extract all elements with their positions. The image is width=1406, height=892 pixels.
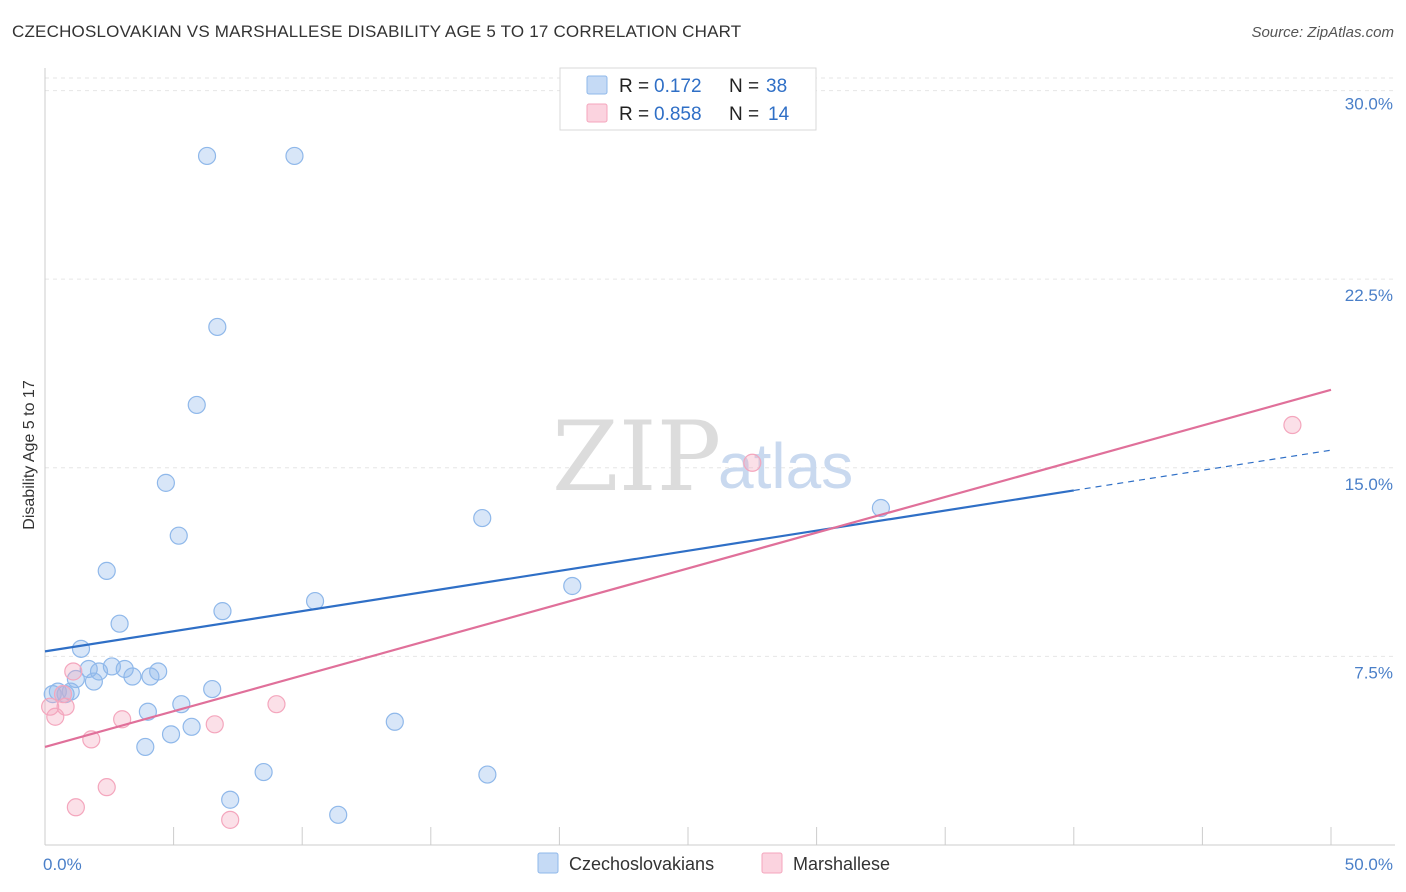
y-tick-label-2: 22.5% <box>1345 286 1393 305</box>
y-tick-label-1: 15.0% <box>1345 475 1393 494</box>
marshallese-point-10 <box>221 810 240 829</box>
bottom-legend-label-czechoslovakians: Czechoslovakians <box>569 854 714 874</box>
czechoslovakians-point-31 <box>305 591 325 611</box>
marshallese-trend-line <box>44 388 1332 748</box>
czechoslovakians-trend-line <box>44 489 1074 653</box>
bottom-legend: Czechoslovakians Marshallese <box>537 852 890 874</box>
czechoslovakians-point-35 <box>478 765 497 784</box>
legend-swatch-czechoslovakians <box>586 75 608 95</box>
czechoslovakians-point-37 <box>871 498 891 518</box>
czechoslovakians-point-25 <box>203 679 222 699</box>
marshallese-point-0 <box>41 697 60 716</box>
czechoslovakians-point-9 <box>97 561 116 580</box>
czechoslovakians-point-33 <box>385 712 404 731</box>
czechoslovakians-point-29 <box>254 762 273 782</box>
marshallese-point-3 <box>56 697 75 716</box>
czechoslovakians-point-12 <box>115 659 134 679</box>
czechoslovakians-point-26 <box>208 317 227 337</box>
czechoslovakians-point-32 <box>329 805 348 824</box>
czechoslovakians-point-19 <box>161 725 181 744</box>
marshallese-point-11 <box>267 695 286 714</box>
marshallese-point-5 <box>66 798 85 817</box>
czechoslovakians-point-22 <box>182 717 201 736</box>
czechoslovakians-point-36 <box>563 576 582 596</box>
x-tick-label-1: 50.0% <box>1345 855 1393 874</box>
marshallese-point-12 <box>743 453 762 472</box>
watermark-atlas: atlas <box>718 430 853 502</box>
marshallese-point-9 <box>205 715 224 734</box>
legend-n-label-0: N = <box>729 76 759 97</box>
chart-title: CZECHOSLOVAKIAN VS MARSHALLESE DISABILIT… <box>12 22 742 41</box>
y-tick-label-0: 7.5% <box>1354 663 1393 682</box>
czechoslovakians-point-20 <box>169 526 188 545</box>
czechoslovakians-point-30 <box>285 146 304 166</box>
legend-r-value-1: 0.858 <box>654 104 702 125</box>
czechoslovakians-point-11 <box>110 614 129 633</box>
legend-n-value-1: 14 <box>768 104 790 125</box>
czechoslovakians-point-15 <box>138 702 157 721</box>
legend-box: R = 0.172 N = 38 R = 0.858 N = 14 <box>559 67 817 131</box>
y-axis-label: Disability Age 5 to 17 <box>21 380 38 530</box>
czechoslovakians-point-7 <box>84 672 103 691</box>
legend-r-label-1: R = <box>619 104 649 125</box>
czechoslovakians-point-5 <box>71 639 91 658</box>
x-tick-label-0: 0.0% <box>43 855 82 874</box>
czechoslovakians-point-17 <box>149 662 168 681</box>
marshallese-point-13 <box>1283 415 1302 435</box>
czechoslovakians-trend-extension <box>1073 449 1332 492</box>
czechoslovakians-point-27 <box>213 602 232 621</box>
czechoslovakians-point-23 <box>187 395 206 415</box>
watermark-zip: ZIP <box>552 401 721 513</box>
czechoslovakians-point-14 <box>136 737 155 757</box>
source-label: Source: ZipAtlas.com <box>1251 24 1394 41</box>
czechoslovakians-point-18 <box>156 473 175 492</box>
czechoslovakians-point-13 <box>123 667 142 686</box>
czechoslovakians-point-28 <box>221 790 240 809</box>
marshallese-point-7 <box>97 778 116 797</box>
czechoslovakians-point-34 <box>473 508 492 528</box>
legend-r-label-0: R = <box>619 76 649 97</box>
legend-swatch-marshallese <box>586 103 608 123</box>
bottom-legend-swatch-czechoslovakians <box>537 852 559 874</box>
legend-n-value-0: 38 <box>766 76 787 97</box>
bottom-legend-swatch-marshallese <box>761 852 783 874</box>
czechoslovakians-point-24 <box>197 146 217 166</box>
bottom-legend-label-marshallese: Marshallese <box>793 854 890 874</box>
legend-n-label-1: N = <box>729 104 759 125</box>
y-tick-label-3: 30.0% <box>1345 95 1393 114</box>
legend-r-value-0: 0.172 <box>654 76 702 97</box>
marshallese-point-4 <box>64 662 83 681</box>
